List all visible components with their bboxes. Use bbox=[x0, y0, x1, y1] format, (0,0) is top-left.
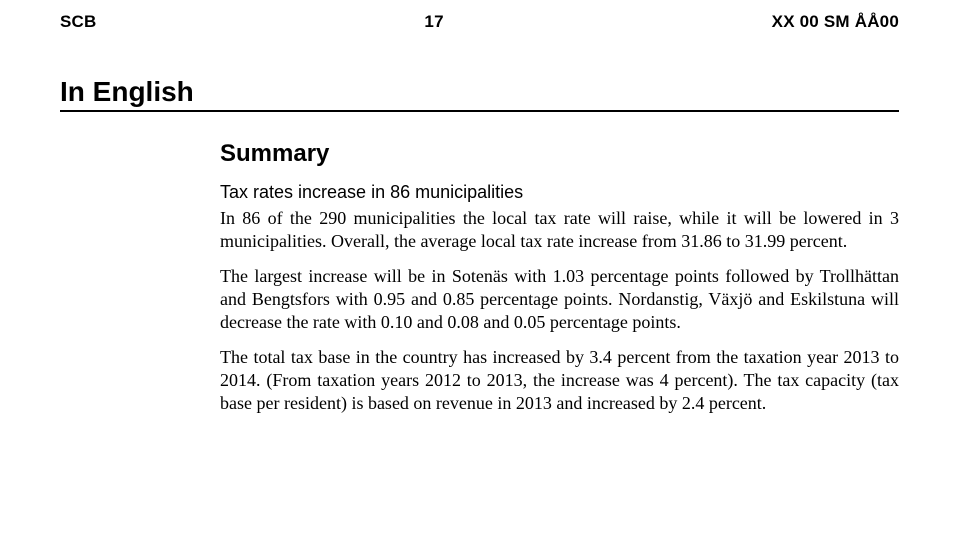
page: SCB 17 XX 00 SM ÅÅ00 In English Summary … bbox=[0, 0, 959, 415]
summary-title: Summary bbox=[220, 140, 899, 168]
header-right: XX 00 SM ÅÅ00 bbox=[772, 12, 899, 32]
summary-paragraph-2: The largest increase will be in Sotenäs … bbox=[220, 265, 899, 334]
header-left: SCB bbox=[60, 12, 97, 32]
summary-subtitle: Tax rates increase in 86 municipalities bbox=[220, 182, 899, 203]
page-header: SCB 17 XX 00 SM ÅÅ00 bbox=[60, 12, 899, 32]
summary-paragraph-3: The total tax base in the country has in… bbox=[220, 346, 899, 415]
header-center: 17 bbox=[424, 12, 443, 32]
section-title: In English bbox=[60, 76, 899, 112]
content-column: Summary Tax rates increase in 86 municip… bbox=[220, 140, 899, 415]
summary-paragraph-1: In 86 of the 290 municipalities the loca… bbox=[220, 207, 899, 253]
